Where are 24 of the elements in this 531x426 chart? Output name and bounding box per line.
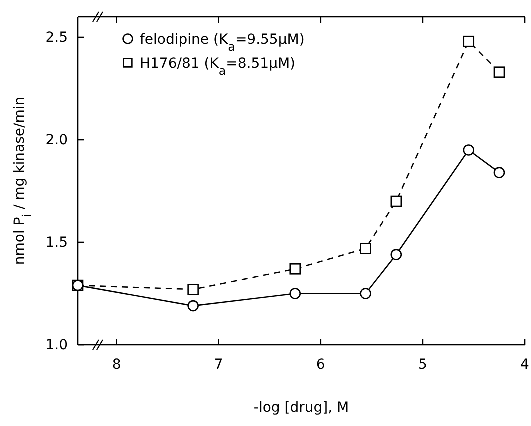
point: [360, 288, 372, 300]
point: [188, 300, 199, 312]
x-tick-label: 5: [418, 356, 428, 373]
y-tick-label: 2.0: [46, 132, 68, 148]
point: [188, 284, 199, 296]
y-tick-label: 2.5: [46, 30, 68, 46]
point: [290, 264, 302, 275]
point: [390, 196, 402, 208]
y-tick-label: 1.0: [46, 337, 68, 354]
point: [494, 66, 506, 78]
legend-label: felodipine (K$_{a}$=9.55μM): [140, 32, 305, 54]
x-tick-label: 8: [112, 356, 122, 373]
legend-label: H176/81 (K$_{a}$=8.51μM): [140, 56, 296, 78]
point: [463, 144, 475, 156]
x-tick-label: 6: [316, 356, 326, 373]
x-axis-title: -log [drug], M: [254, 400, 350, 416]
point: [290, 288, 302, 300]
point: [463, 36, 475, 48]
point: [360, 243, 372, 254]
y-tick-label: 1.5: [46, 234, 68, 251]
point: [390, 249, 402, 260]
x-tick-label: 7: [214, 356, 224, 373]
x-tick-label: 4: [520, 356, 530, 373]
point: [494, 167, 506, 178]
